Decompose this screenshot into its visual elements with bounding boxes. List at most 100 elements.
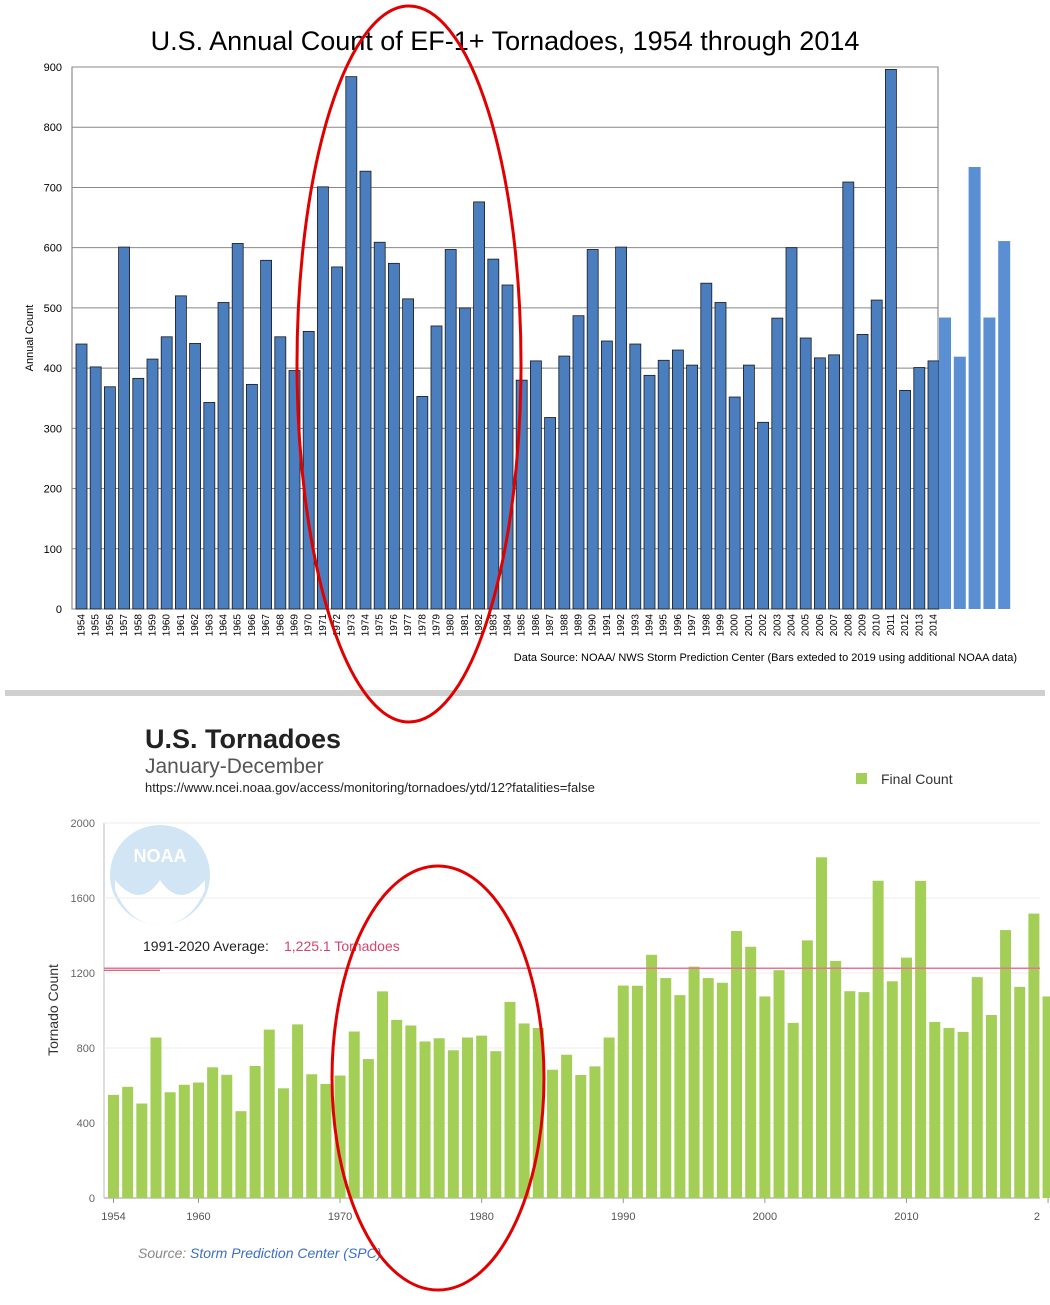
top-bar: [885, 69, 897, 610]
top-x-tick-label: 2014: [929, 614, 940, 637]
top-y-tick-label: 500: [44, 303, 62, 315]
bottom-y-tick-label: 0: [89, 1193, 95, 1205]
top-bar: [430, 325, 443, 610]
top-x-tick-label: 1973: [346, 614, 357, 637]
bottom-bar: [830, 961, 842, 1198]
top-x-tick-label: 2011: [886, 614, 897, 636]
top-highlight-ellipse: [295, 4, 523, 724]
bottom-bar: [447, 1050, 459, 1198]
bottom-y-tick-labels: 0 400 800 1200 1600 2000: [71, 818, 95, 1205]
bottom-bar: [702, 978, 714, 1198]
top-bar: [331, 266, 344, 610]
top-bar: [828, 354, 840, 610]
top-x-tick-label: 1992: [616, 614, 627, 637]
source-link[interactable]: Storm Prediction Center (SPC): [190, 1245, 381, 1261]
top-bar: [530, 360, 542, 610]
bottom-bar: [192, 1082, 204, 1198]
section-divider: [5, 690, 1045, 696]
top-x-tick-label: 1988: [559, 614, 570, 637]
top-bar: [686, 364, 698, 610]
top-bar: [842, 181, 855, 610]
top-x-tick-label: 1982: [474, 614, 485, 637]
bottom-bars: [108, 857, 1050, 1198]
bottom-bar: [660, 978, 672, 1198]
top-bar: [260, 259, 273, 610]
top-x-tick-label: 2013: [914, 614, 925, 637]
top-bars: [75, 69, 940, 610]
bottom-bar: [249, 1066, 261, 1198]
bottom-bar: [277, 1088, 289, 1198]
bottom-bar: [575, 1075, 587, 1198]
legend-label: Final Count: [881, 771, 953, 787]
bottom-bar: [263, 1029, 275, 1198]
top-x-tick-label: 1989: [574, 614, 585, 637]
bottom-bar: [1028, 913, 1040, 1198]
top-bar: [359, 170, 372, 610]
top-bar: [288, 370, 301, 610]
bottom-x-tick-labels: 1954 1960 1970 1980 1990 2000 2010 2: [101, 1198, 1049, 1223]
bottom-x-tick-label: 1980: [469, 1211, 493, 1223]
bottom-x-tick-label: 1954: [101, 1211, 125, 1223]
top-x-tick-label: 1965: [233, 614, 244, 637]
top-extension-bar: [983, 317, 996, 609]
bottom-highlight-ellipse: [330, 864, 546, 1292]
source-prefix: Source:: [138, 1245, 186, 1261]
top-x-tick-label: 1984: [503, 614, 514, 637]
top-x-tick-label: 1981: [460, 614, 471, 637]
top-x-tick-label: 1999: [716, 614, 727, 637]
bottom-bar: [362, 1059, 374, 1198]
top-bar: [856, 333, 869, 610]
top-bar: [75, 343, 88, 610]
top-bar: [757, 421, 769, 610]
bottom-bar: [929, 1021, 941, 1198]
bottom-bar: [150, 1037, 162, 1198]
top-source-note: Data Source: NOAA/ NWS Storm Prediction …: [514, 652, 1017, 664]
top-x-tick-label: 1979: [432, 614, 443, 637]
bottom-bar: [348, 1031, 360, 1198]
bottom-bar: [985, 1015, 997, 1198]
top-x-tick-label: 2009: [858, 614, 869, 637]
bottom-bar: [716, 982, 728, 1198]
top-bar: [700, 282, 713, 610]
top-bar: [899, 389, 911, 610]
bottom-y-tick-label: 800: [77, 1043, 95, 1055]
top-bar: [146, 358, 159, 610]
noaa-logo-icon: NOAA: [110, 825, 210, 925]
top-bar: [771, 317, 784, 610]
top-x-tick-label: 1956: [105, 614, 116, 637]
top-bar: [572, 315, 585, 610]
top-chart-title: U.S. Annual Count of EF-1+ Tornadoes, 19…: [151, 26, 860, 56]
top-x-tick-label: 1963: [204, 614, 215, 637]
bottom-bar: [801, 940, 813, 1198]
top-bar: [458, 307, 471, 610]
top-x-tick-label: 1955: [91, 614, 102, 637]
bottom-bar: [674, 995, 686, 1198]
bottom-bar: [688, 966, 700, 1198]
top-bar: [89, 366, 102, 610]
bottom-x-tick-label: 1960: [186, 1211, 210, 1223]
top-bar: [913, 367, 926, 610]
top-bar: [245, 383, 258, 610]
top-x-tick-label: 1980: [446, 614, 457, 637]
bottom-bar: [178, 1084, 190, 1198]
bottom-x-tick-label: 2: [1034, 1211, 1040, 1223]
top-x-tick-label: 1993: [630, 614, 641, 637]
top-bar: [217, 302, 230, 610]
top-bar: [132, 377, 145, 610]
top-bar: [643, 374, 656, 610]
top-x-tick-label: 1987: [545, 614, 556, 637]
bottom-bar: [518, 1023, 530, 1198]
top-bar: [118, 246, 130, 610]
top-x-tick-label: 1968: [275, 614, 286, 637]
top-bar: [274, 336, 287, 610]
bottom-bar: [320, 1084, 332, 1198]
top-bar: [104, 386, 116, 610]
bottom-bar: [589, 1066, 601, 1198]
top-x-tick-label: 1978: [417, 614, 428, 637]
top-x-tick-label: 1983: [488, 614, 499, 637]
bottom-bar: [377, 991, 389, 1198]
bottom-x-tick-label: 2000: [753, 1211, 777, 1223]
top-x-tick-label: 1995: [659, 614, 670, 637]
bottom-bar: [164, 1092, 176, 1198]
